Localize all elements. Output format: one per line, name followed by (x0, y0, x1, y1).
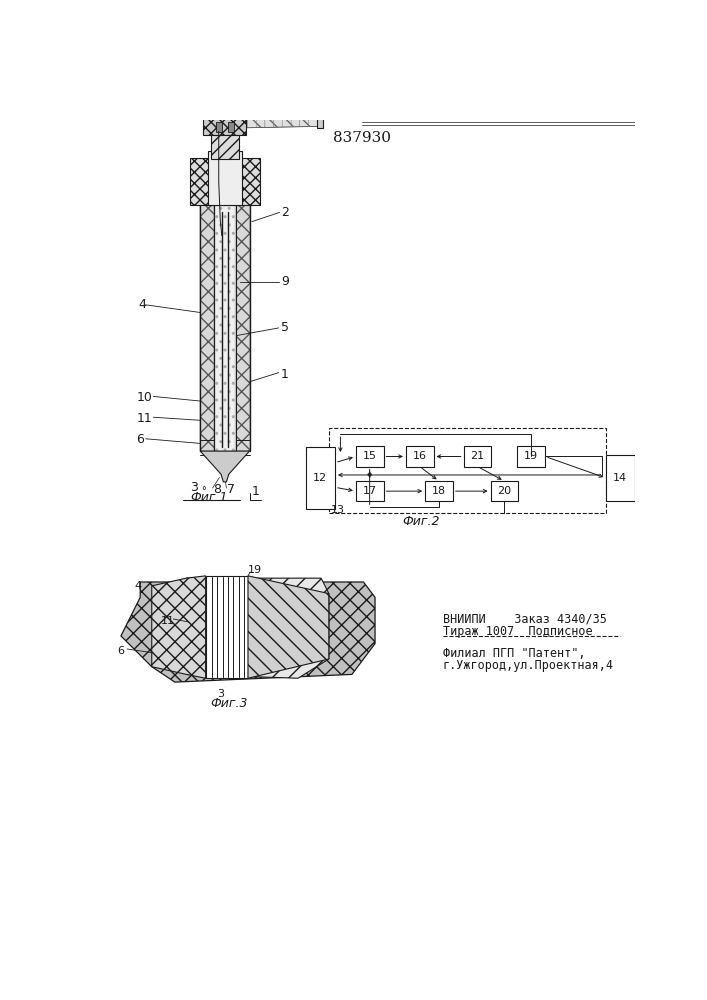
Bar (216, 122, 222, 132)
Text: 5: 5 (281, 321, 289, 334)
Bar (329, 428, 606, 513)
Text: 19: 19 (525, 451, 539, 461)
Text: 19: 19 (248, 565, 262, 575)
Polygon shape (282, 105, 291, 127)
Bar (518, 446, 545, 466)
Text: 11: 11 (136, 412, 152, 425)
Bar (228, 122, 234, 132)
Text: 18: 18 (432, 486, 446, 496)
Polygon shape (121, 582, 375, 682)
Bar (235, 205, 250, 451)
Bar (200, 205, 214, 451)
Bar (211, 135, 239, 158)
Text: 8: 8 (214, 483, 221, 496)
Polygon shape (300, 105, 308, 127)
Polygon shape (239, 106, 247, 128)
Text: 9: 9 (281, 275, 289, 288)
Polygon shape (187, 578, 329, 678)
Text: 1: 1 (281, 368, 289, 381)
Text: Фиг.3: Фиг.3 (210, 697, 247, 710)
Text: 20: 20 (497, 486, 511, 496)
Text: 6: 6 (136, 433, 144, 446)
Bar (491, 481, 518, 501)
Bar (216, 135, 233, 143)
Bar (216, 143, 233, 151)
Text: г.Ужгород,ул.Проектная,4: г.Ужгород,ул.Проектная,4 (443, 659, 614, 672)
Text: Фиг.2: Фиг.2 (402, 515, 440, 528)
Bar (317, 105, 324, 128)
Polygon shape (274, 105, 282, 127)
Text: 7: 7 (227, 483, 235, 496)
Text: 3: 3 (190, 481, 198, 494)
Polygon shape (200, 451, 250, 482)
Bar (216, 151, 233, 158)
Text: 21: 21 (470, 451, 484, 461)
Text: Тираж 1007  Подписное: Тираж 1007 Подписное (443, 625, 592, 638)
Text: 14: 14 (613, 473, 627, 483)
Bar (425, 481, 452, 501)
Bar (204, 112, 247, 135)
Polygon shape (206, 576, 248, 678)
Bar (406, 446, 433, 466)
Bar (356, 481, 383, 501)
Polygon shape (152, 576, 206, 678)
Text: Филиал ПГП "Патент",: Филиал ПГП "Патент", (443, 647, 585, 660)
Text: Фиг.1: Фиг.1 (191, 491, 228, 504)
Text: 15: 15 (363, 451, 377, 461)
Polygon shape (265, 105, 274, 127)
Text: 1: 1 (252, 485, 259, 498)
Polygon shape (308, 105, 317, 126)
Text: 6: 6 (117, 646, 124, 656)
Polygon shape (247, 106, 256, 128)
Text: 4: 4 (138, 298, 146, 311)
Bar (464, 446, 491, 466)
Bar (305, 447, 335, 509)
Text: 11: 11 (161, 615, 175, 626)
Bar (190, 158, 259, 205)
Bar (356, 446, 383, 466)
Text: 13: 13 (331, 505, 345, 515)
Bar (215, 205, 235, 451)
Polygon shape (291, 105, 300, 127)
Text: 17: 17 (363, 486, 377, 496)
Text: 837930: 837930 (333, 131, 391, 145)
Bar (216, 128, 233, 135)
Text: 16: 16 (413, 451, 427, 461)
Text: 10: 10 (136, 391, 152, 404)
Text: 12: 12 (313, 473, 327, 483)
Text: °: ° (201, 486, 206, 496)
Polygon shape (256, 106, 265, 127)
Bar (208, 151, 242, 205)
Text: 3: 3 (218, 689, 225, 699)
Polygon shape (248, 576, 329, 678)
Bar (606, 455, 635, 501)
Text: 4: 4 (135, 581, 142, 591)
Text: 2: 2 (281, 206, 289, 219)
Text: ВНИИПИ    Заказ 4340/35: ВНИИПИ Заказ 4340/35 (443, 613, 607, 626)
